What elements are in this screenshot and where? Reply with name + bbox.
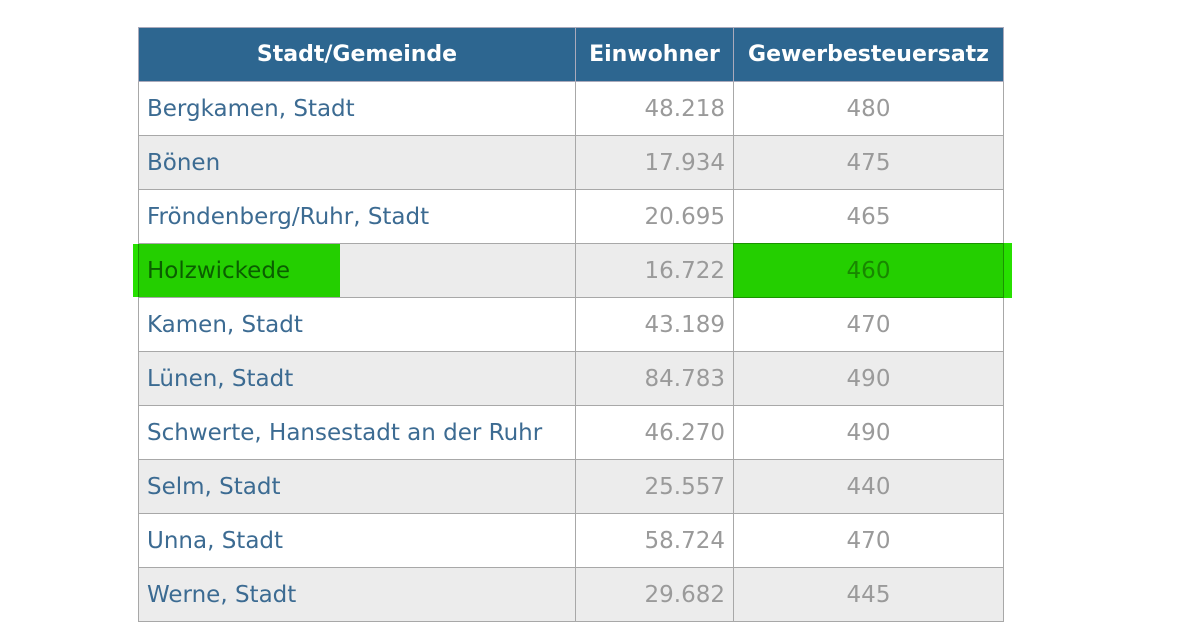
population: 84.783 xyxy=(575,351,734,406)
tax-rate: 490 xyxy=(733,351,1004,406)
population: 20.695 xyxy=(575,189,734,244)
tax-rate: 440 xyxy=(733,459,1004,514)
tax-rate: 475 xyxy=(733,135,1004,190)
population: 29.682 xyxy=(575,567,734,622)
population: 46.270 xyxy=(575,405,734,460)
table-row: Werne, Stadt 29.682 445 xyxy=(138,567,1004,622)
column-header: Stadt/Gemeinde xyxy=(138,27,576,82)
population: 48.218 xyxy=(575,81,734,136)
city-name: Selm, Stadt xyxy=(138,459,576,514)
city-name: Bönen xyxy=(138,135,576,190)
city-name: Lünen, Stadt xyxy=(138,351,576,406)
tax-table: Stadt/Gemeinde Einwohner Gewerbesteuersatz… xyxy=(138,27,1004,622)
table-row: Bönen 17.934 475 xyxy=(138,135,1004,190)
page: {"table": { "header": ["Stadt/Gemeinde",… xyxy=(133,27,1012,622)
highlight xyxy=(133,244,340,297)
table-row: Fröndenberg/Ruhr, Stadt 20.695 465 xyxy=(138,189,1004,244)
table-row: Bergkamen, Stadt 48.218 480 xyxy=(138,81,1004,136)
table-row: Selm, Stadt 25.557 440 xyxy=(138,459,1004,514)
city-name: Werne, Stadt xyxy=(138,567,576,622)
header-row: Stadt/Gemeinde Einwohner Gewerbesteuersatz xyxy=(138,27,1004,82)
tax-rate: 470 xyxy=(733,297,1004,352)
tax-rate: 490 xyxy=(733,405,1004,460)
tax-rate: 445 xyxy=(733,567,1004,622)
highlight xyxy=(733,243,1012,298)
city-name: Schwerte, Hansestadt an der Ruhr xyxy=(138,405,576,460)
city-name: Kamen, Stadt xyxy=(138,297,576,352)
tax-rate: 480 xyxy=(733,81,1004,136)
population: 25.557 xyxy=(575,459,734,514)
table-row: Schwerte, Hansestadt an der Ruhr 46.270 49… xyxy=(138,405,1004,460)
population: 58.724 xyxy=(575,513,734,568)
table-row: Kamen, Stadt 43.189 470 xyxy=(138,297,1004,352)
column-header: Gewerbesteuersatz xyxy=(733,27,1004,82)
population: 17.934 xyxy=(575,135,734,190)
tax-rate: 465 xyxy=(733,189,1004,244)
table-body: Bergkamen, Stadt 48.218 480 Bönen 17.934 475 F… xyxy=(138,81,1004,622)
table-row: Unna, Stadt 58.724 470 xyxy=(138,513,1004,568)
column-header: Einwohner xyxy=(575,27,734,82)
population: 43.189 xyxy=(575,297,734,352)
city-name: Fröndenberg/Ruhr, Stadt xyxy=(138,189,576,244)
table-row: Lünen, Stadt 84.783 490 xyxy=(138,351,1004,406)
population: 16.722 xyxy=(575,243,734,298)
tax-rate: 470 xyxy=(733,513,1004,568)
city-name: Bergkamen, Stadt xyxy=(138,81,576,136)
city-name: Unna, Stadt xyxy=(138,513,576,568)
